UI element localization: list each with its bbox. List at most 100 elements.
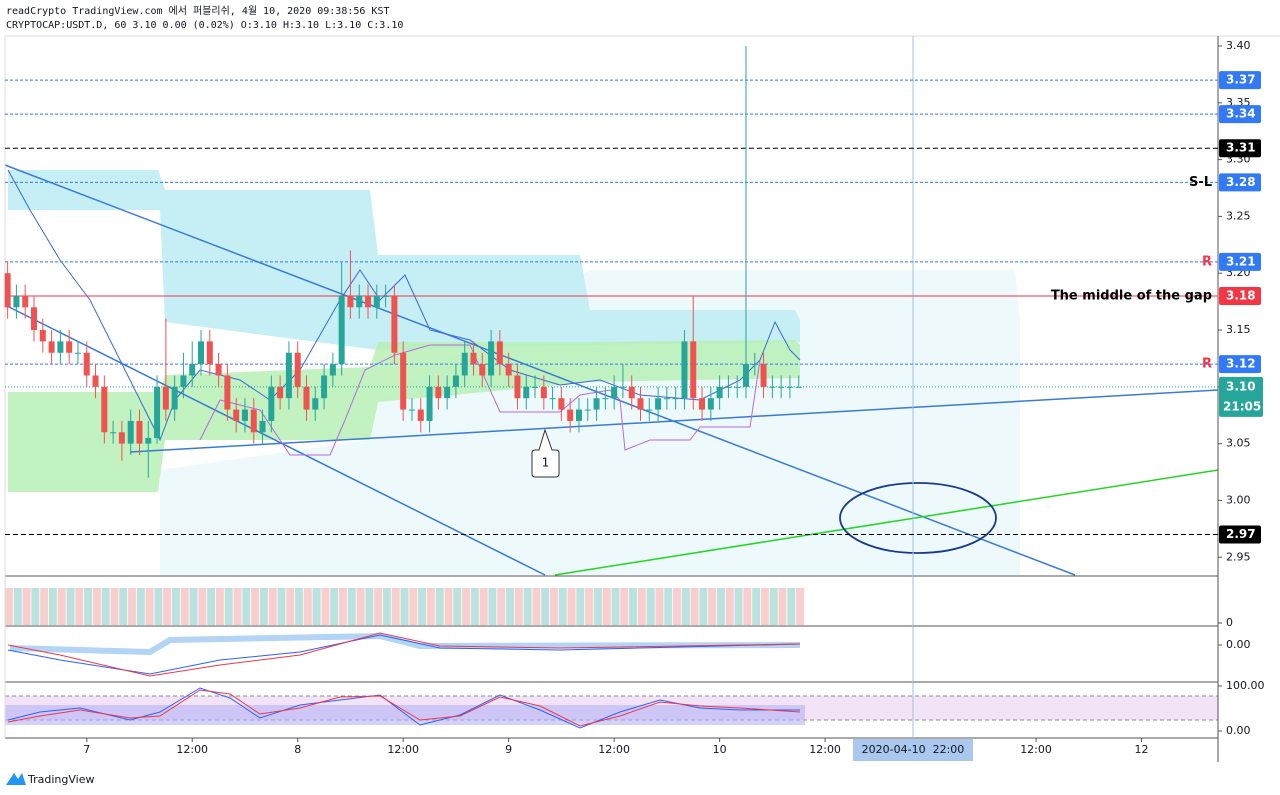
candle-body [356, 295, 363, 308]
level-note: S-L [1189, 175, 1212, 190]
level-label-box [1219, 286, 1261, 305]
logo-icon [6, 773, 26, 785]
candle-body [619, 386, 626, 388]
level-note: The middle of the gap [1051, 288, 1212, 303]
pane-tick-label: 0 [1226, 616, 1233, 629]
candle-body [716, 386, 723, 399]
candle-body [373, 295, 380, 308]
candle-body [663, 398, 670, 400]
candle-body [294, 352, 301, 387]
stoch-bars [5, 705, 805, 725]
candle-body [470, 352, 477, 365]
candle-body [162, 386, 169, 410]
candle-body [241, 409, 248, 421]
candle-body [575, 409, 582, 421]
level-label-box [1219, 105, 1261, 124]
crosshair-label-box [852, 739, 973, 761]
footer-logo: TradingView [27, 773, 94, 786]
level-label-box [1219, 139, 1261, 158]
candle-body [338, 295, 345, 365]
candle-body [171, 386, 178, 410]
level-label-box [1219, 71, 1261, 90]
candle-body [742, 364, 749, 387]
pane-tick-label: 0.00 [1226, 724, 1251, 737]
last-price-box [1219, 376, 1263, 417]
candle-body [505, 364, 512, 376]
candle-body [408, 409, 415, 411]
crosshair-label: 2020-04-10 22:00 [862, 743, 965, 756]
candle-body [496, 341, 503, 365]
candle-body [110, 432, 117, 434]
candle-body [154, 386, 161, 438]
candle-body [48, 341, 55, 353]
y-tick-label: 3.15 [1226, 323, 1251, 336]
candle-body [681, 341, 688, 399]
candle-body [39, 330, 46, 342]
last-price-label: 3.10 [1226, 379, 1256, 393]
candle-body [285, 352, 292, 399]
highlight-circle [839, 482, 997, 554]
lagging-line [199, 344, 761, 456]
level-label-box [1219, 252, 1261, 271]
candle-body [760, 364, 767, 387]
candle-body [523, 386, 530, 399]
candle-body [567, 409, 574, 421]
pane-tick-label: 100.00 [1226, 679, 1265, 692]
macd-histogram [9, 632, 801, 656]
candle-body [198, 341, 205, 365]
x-tick-label: 12:00 [1020, 743, 1052, 756]
candle-body [400, 352, 407, 410]
y-tick-label: 3.25 [1226, 209, 1251, 222]
y-tick-label: 3.05 [1226, 437, 1251, 450]
countdown: 21:05 [1223, 399, 1261, 413]
candle-body [382, 295, 389, 297]
volume-bars [5, 588, 805, 625]
candle-body [602, 398, 609, 400]
candle-body [101, 386, 108, 433]
candle-body [655, 398, 662, 410]
candle-body [646, 409, 653, 411]
candle-body [92, 375, 99, 387]
candle-body [444, 386, 451, 399]
candle-body [329, 364, 336, 376]
level-label: 3.37 [1226, 73, 1256, 87]
candle-body [83, 352, 90, 376]
candle-body [57, 341, 64, 353]
candle-body [426, 386, 433, 421]
trend-line [4, 164, 1076, 576]
candle-body [224, 375, 231, 410]
x-tick-label: 10 [713, 743, 727, 756]
candle-body [66, 341, 73, 353]
candle-body [321, 375, 328, 399]
callout-text: 1 [542, 456, 550, 470]
candle-body [365, 295, 372, 308]
candle-body [136, 420, 143, 444]
level-label: 3.21 [1226, 254, 1256, 268]
candle-body [233, 409, 240, 421]
level-label: 3.31 [1226, 141, 1256, 155]
trend-line [129, 389, 1219, 453]
candle-body [584, 409, 591, 411]
candle-body [672, 398, 679, 400]
header-line: CRYPTOCAP:USDT.D, 60 3.10 0.00 (0.02%) O… [6, 20, 403, 31]
candle-body [268, 386, 275, 421]
level-label-box [1219, 355, 1261, 374]
header-line: readCrypto TradingView.com 에서 퍼블리쉬, 4월 1… [6, 5, 390, 17]
macd-line [7, 634, 801, 675]
candle-body [479, 364, 486, 376]
candle-body [786, 386, 793, 388]
candle-body [303, 386, 310, 410]
candle-body [277, 386, 284, 399]
candle-body [611, 386, 618, 399]
candle-body [769, 386, 776, 388]
level-label: 3.34 [1226, 107, 1256, 121]
stoch-d [7, 689, 801, 727]
candle-body [250, 409, 257, 433]
candle-body [259, 420, 266, 433]
cloud-bearish [8, 170, 800, 350]
candle-body [699, 398, 706, 410]
level-label-box [1219, 173, 1261, 192]
candle-body [452, 375, 459, 387]
candle-body [637, 398, 644, 410]
candle-body [532, 386, 539, 388]
